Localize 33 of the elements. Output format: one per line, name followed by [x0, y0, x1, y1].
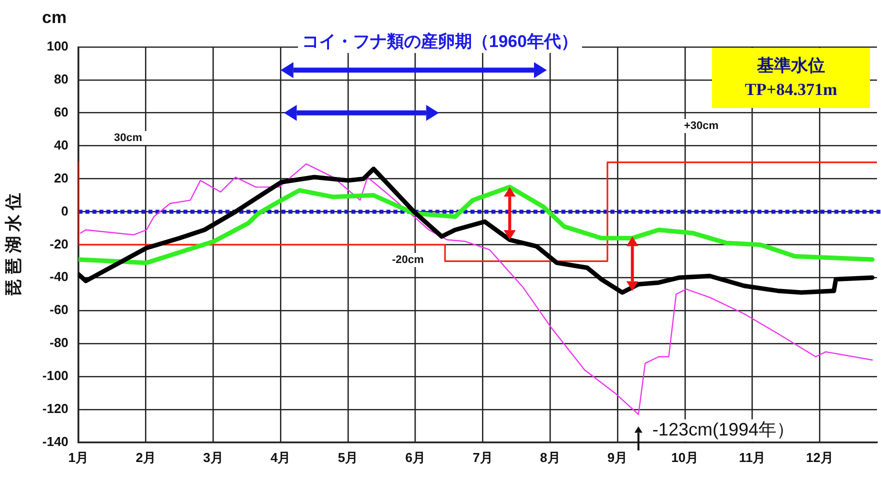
y-tick-label: -140 [42, 434, 68, 449]
y-tick-label: -80 [50, 335, 68, 350]
y-tick-label: 100 [46, 38, 68, 54]
text: cm [42, 8, 67, 28]
x-tick-label: 3月 [203, 450, 224, 465]
annotation: -123cm(1994年） [652, 419, 794, 440]
x-tick-label: 12月 [806, 450, 834, 465]
x-tick-label: 4月 [270, 450, 291, 465]
y-tick-label: -60 [50, 302, 68, 318]
y-tick-label: -100 [42, 368, 68, 384]
y-tick-label: 20 [54, 170, 68, 186]
x-tick-label: 9月 [607, 450, 628, 465]
x-tick-label: 6月 [405, 450, 426, 465]
y-tick-label: 0 [61, 203, 68, 218]
y-tick-label: 40 [54, 137, 68, 152]
x-tick-label: 2月 [136, 450, 156, 465]
y-tick-label: 60 [54, 104, 68, 120]
y-tick-label: -40 [50, 269, 68, 284]
x-tick-label: 7月 [472, 450, 493, 465]
x-tick-label: 10月 [671, 450, 699, 465]
y-tick-label: 80 [54, 72, 68, 87]
annotation: -20cm [384, 253, 432, 267]
note-box: 基準水位 TP+84.371m [712, 48, 870, 108]
x-tick-label: 5月 [338, 450, 358, 465]
y-tick-label: -20 [50, 236, 68, 252]
annotation: +30cm [676, 119, 727, 133]
y-tick-label: -120 [42, 401, 68, 416]
x-tick-label: 1月 [68, 450, 89, 465]
x-tick-label: 11月 [738, 450, 766, 465]
y-axis-title: 琵 琶 湖 水 位 [4, 192, 23, 297]
annotation: コイ・フナ類の産卵期（1960年代） [298, 30, 582, 53]
x-tick-label: 8月 [540, 450, 560, 465]
annotation: 30cm [108, 131, 148, 145]
